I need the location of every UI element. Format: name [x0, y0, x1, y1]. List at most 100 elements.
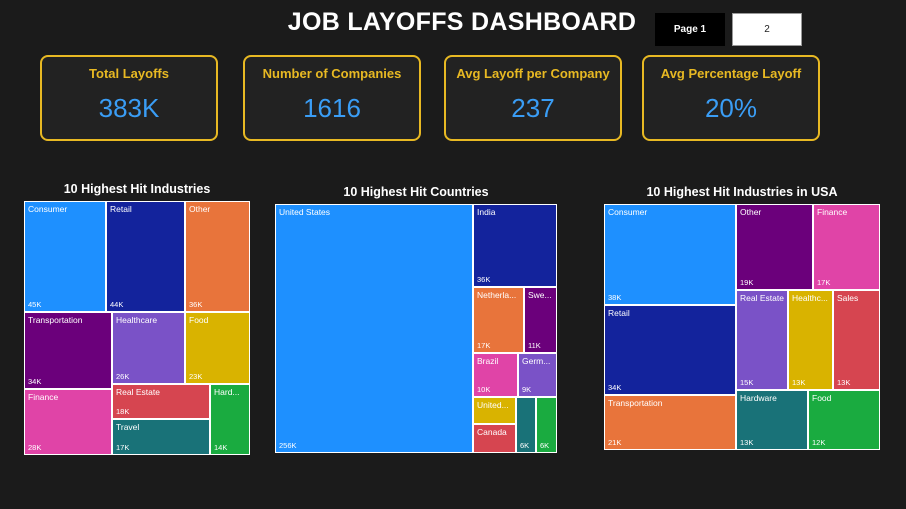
tile-label: Travel — [116, 422, 140, 432]
treemap-tile[interactable]: Healthcare 26K — [112, 312, 185, 384]
tile-label: Hard... — [214, 387, 240, 397]
treemap-tile[interactable]: Food 23K — [185, 312, 250, 384]
tile-label: Consumer — [608, 207, 648, 217]
treemap-tile[interactable]: Brazil 10K — [473, 353, 518, 397]
tile-value: 17K — [817, 278, 831, 287]
tile-label: Brazil — [477, 356, 499, 366]
usa-industries-chart-title: 10 Highest Hit Industries in USA — [646, 185, 838, 199]
kpi-label: Number of Companies — [262, 66, 402, 81]
page-1-button[interactable]: Page 1 — [655, 13, 725, 46]
tile-value: 17K — [477, 341, 491, 350]
tile-value: 13K — [792, 378, 806, 387]
treemap-tile[interactable]: Germ... 9K — [518, 353, 557, 397]
treemap-tile[interactable]: Retail 34K — [604, 305, 736, 395]
tile-label: Real Estate — [116, 387, 160, 397]
tile-label: Germ... — [522, 356, 551, 366]
treemap-tile[interactable]: Real Estate 15K — [736, 290, 788, 390]
treemap-tile[interactable]: Travel 17K — [112, 419, 210, 455]
tile-label: United... — [477, 400, 509, 410]
tile-value: 15K — [740, 378, 754, 387]
kpi-card-total-layoffs: Total Layoffs 383K — [40, 55, 218, 141]
tile-label: Netherla... — [477, 290, 517, 300]
tile-value: 12K — [812, 438, 826, 447]
treemap-tile[interactable]: Finance 28K — [24, 389, 112, 455]
treemap-tile[interactable]: Retail 44K — [106, 201, 185, 312]
treemap-tile[interactable]: Consumer 38K — [604, 204, 736, 305]
page-2-button[interactable]: 2 — [732, 13, 802, 46]
tile-value: 256K — [279, 441, 297, 450]
tile-label: Other — [189, 204, 211, 214]
kpi-value: 383K — [98, 93, 160, 123]
kpi-card-number-of-companies: Number of Companies 1616 — [243, 55, 421, 141]
treemap-tile[interactable]: 6K — [516, 397, 536, 453]
treemap-tile[interactable]: Swe... 11K — [524, 287, 557, 353]
tile-value: 28K — [28, 443, 42, 452]
tile-value: 17K — [116, 443, 130, 452]
tile-value: 36K — [477, 275, 491, 284]
tile-value: 13K — [837, 378, 851, 387]
treemap-tile[interactable]: 6K — [536, 397, 557, 453]
tile-value: 45K — [28, 300, 42, 309]
countries-treemap: United States 256K India 36K Netherla... 17K S… — [275, 204, 557, 453]
tile-label: Swe... — [528, 290, 552, 300]
treemap-tile[interactable]: Hardware 13K — [736, 390, 808, 450]
kpi-label: Avg Percentage Layoff — [660, 66, 802, 81]
kpi-value: 237 — [511, 93, 555, 123]
tile-value: 44K — [110, 300, 124, 309]
tile-label: India — [477, 207, 496, 217]
tile-value: 26K — [116, 372, 130, 381]
kpi-value: 20% — [704, 93, 758, 123]
tile-value: 21K — [608, 438, 622, 447]
treemap-tile[interactable]: Other 19K — [736, 204, 813, 290]
dashboard-title: JOB LAYOFFS DASHBOARD — [287, 8, 637, 36]
treemap-tile[interactable]: Other 36K — [185, 201, 250, 312]
tile-value: 34K — [28, 377, 42, 386]
tile-label: Other — [740, 207, 762, 217]
treemap-tile[interactable]: India 36K — [473, 204, 557, 287]
tile-label: Food — [812, 393, 832, 403]
tile-value: 36K — [189, 300, 203, 309]
tile-label: United States — [279, 207, 331, 217]
treemap-tile[interactable]: Healthc... 13K — [788, 290, 833, 390]
tile-label: Sales — [837, 293, 859, 303]
tile-label: Retail — [608, 308, 630, 318]
tile-value: 34K — [608, 383, 622, 392]
treemap-tile[interactable]: United... — [473, 397, 516, 424]
industries-treemap: Consumer 45K Retail 44K Other 36K Transportati… — [24, 201, 250, 455]
treemap-tile[interactable]: Canada — [473, 424, 516, 453]
treemap-tile[interactable]: Consumer 45K — [24, 201, 106, 312]
treemap-tile[interactable]: United States 256K — [275, 204, 473, 453]
tile-label: Hardware — [740, 393, 777, 403]
kpi-label: Total Layoffs — [89, 66, 169, 81]
tile-label: Healthc... — [792, 293, 828, 303]
treemap-tile[interactable]: Sales 13K — [833, 290, 880, 390]
kpi-value: 1616 — [303, 93, 361, 123]
tile-value: 9K — [522, 385, 532, 394]
tile-value: 13K — [740, 438, 754, 447]
tile-label: Transportation — [28, 315, 83, 325]
tile-value: 38K — [608, 293, 622, 302]
treemap-tile[interactable]: Hard... 14K — [210, 384, 250, 455]
tile-label: Real Estate — [740, 293, 784, 303]
tile-value: 23K — [189, 372, 203, 381]
treemap-tile[interactable]: Food 12K — [808, 390, 880, 450]
treemap-tile[interactable]: Real Estate 18K — [112, 384, 210, 419]
tile-label: Healthcare — [116, 315, 158, 325]
tile-label: Food — [189, 315, 209, 325]
tile-label: Retail — [110, 204, 132, 214]
tile-label: Finance — [28, 392, 59, 402]
tile-label: Consumer — [28, 204, 68, 214]
tile-value: 6K — [540, 441, 550, 450]
treemap-tile[interactable]: Netherla... 17K — [473, 287, 524, 353]
tile-value: 10K — [477, 385, 491, 394]
tile-label: Finance — [817, 207, 848, 217]
tile-label: Transportation — [608, 398, 663, 408]
tile-value: 14K — [214, 443, 228, 452]
tile-value: 11K — [528, 341, 541, 350]
treemap-tile[interactable]: Finance 17K — [813, 204, 880, 290]
tile-value: 6K — [520, 441, 530, 450]
industries-chart-title: 10 Highest Hit Industries — [63, 182, 211, 196]
tile-value: 18K — [116, 407, 130, 416]
treemap-tile[interactable]: Transportation 21K — [604, 395, 736, 450]
treemap-tile[interactable]: Transportation 34K — [24, 312, 112, 389]
